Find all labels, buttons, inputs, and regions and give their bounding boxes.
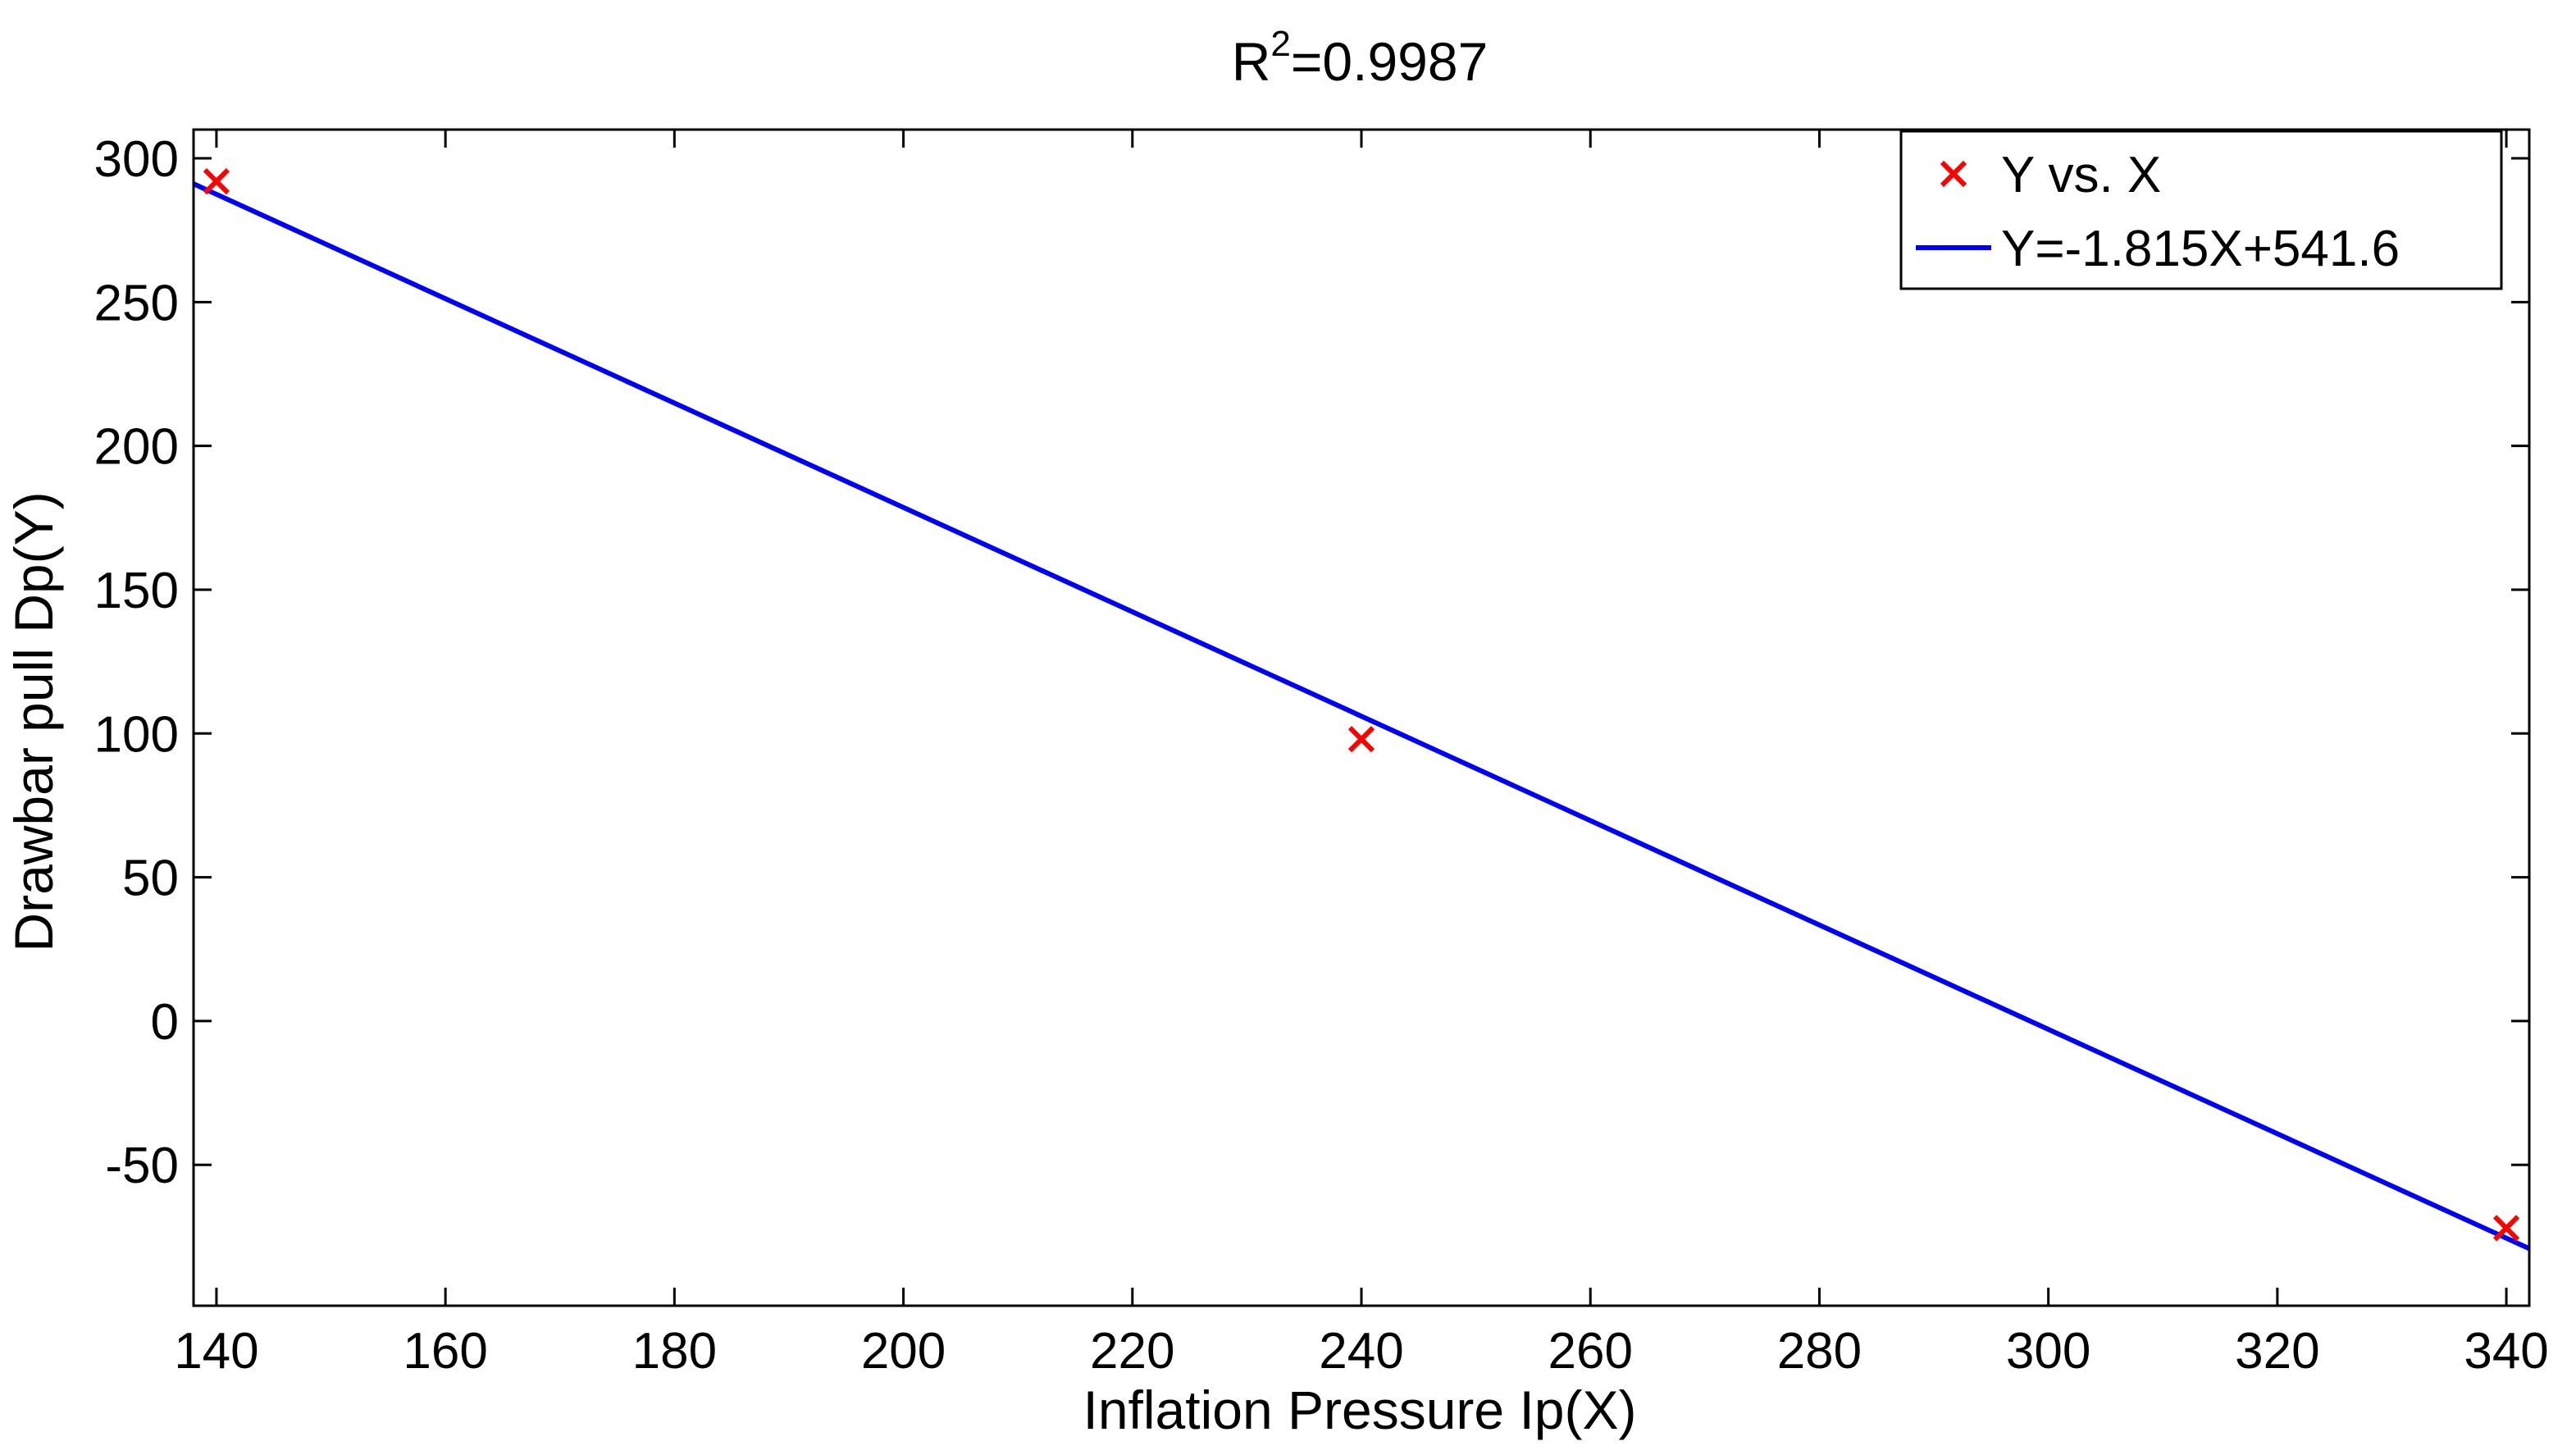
x-tick-label: 240 (1319, 1323, 1403, 1380)
y-tick-label: 100 (94, 706, 179, 763)
marker-stroke (203, 167, 230, 195)
y-tick-label: 200 (94, 419, 179, 476)
x-tick-label: 220 (1090, 1323, 1174, 1380)
title-base: R (1232, 31, 1271, 92)
fit-line (192, 181, 2531, 1252)
x-tick-label: 200 (861, 1323, 946, 1380)
x-tick-label: 300 (2006, 1323, 2090, 1380)
legend-marker-x (1940, 160, 1967, 188)
legend-box (1899, 130, 2503, 290)
legend-label-fit: Y=-1.815X+541.6 (2001, 221, 2400, 277)
axis-ticks: 140 160 180 200 220 240 260 280 300 320 340 -50 0 50 1… (94, 130, 2549, 1380)
x-tick-label: 260 (1548, 1323, 1632, 1380)
y-tick-label: 50 (122, 851, 179, 907)
y-tick-label: 250 (94, 275, 179, 331)
x-tick-label: 160 (403, 1323, 487, 1380)
marker-stroke (1347, 726, 1375, 753)
y-tick-label: -50 (105, 1138, 179, 1194)
legend: Y vs. X Y=-1.815X+541.6 (1899, 130, 2503, 290)
x-tick-label: 320 (2235, 1323, 2319, 1380)
x-tick-label: 280 (1777, 1323, 1862, 1380)
title-superscript: 2 (1270, 24, 1290, 64)
title-value: =0.9987 (1291, 31, 1488, 92)
data-point-marker (203, 167, 230, 195)
legend-label-points: Y vs. X (2001, 147, 2161, 203)
y-axis-title: Drawbar pull Dp(Y) (3, 491, 64, 951)
x-axis-title: Inflation Pressure Ip(X) (1083, 1380, 1637, 1440)
marker-stroke (2492, 1215, 2520, 1242)
y-tick-label: 0 (151, 994, 179, 1051)
y-tick-label: 150 (94, 563, 179, 619)
data-point-marker (1347, 726, 1375, 753)
chart-title: R2=0.9987 (1232, 24, 1489, 92)
marker-stroke (1940, 160, 1967, 188)
x-tick-label: 180 (632, 1323, 717, 1380)
y-tick-label: 300 (94, 131, 179, 188)
x-tick-label: 140 (174, 1323, 258, 1380)
plot-area (192, 167, 2531, 1252)
data-point-marker (2492, 1215, 2520, 1242)
x-tick-label: 340 (2464, 1323, 2548, 1380)
